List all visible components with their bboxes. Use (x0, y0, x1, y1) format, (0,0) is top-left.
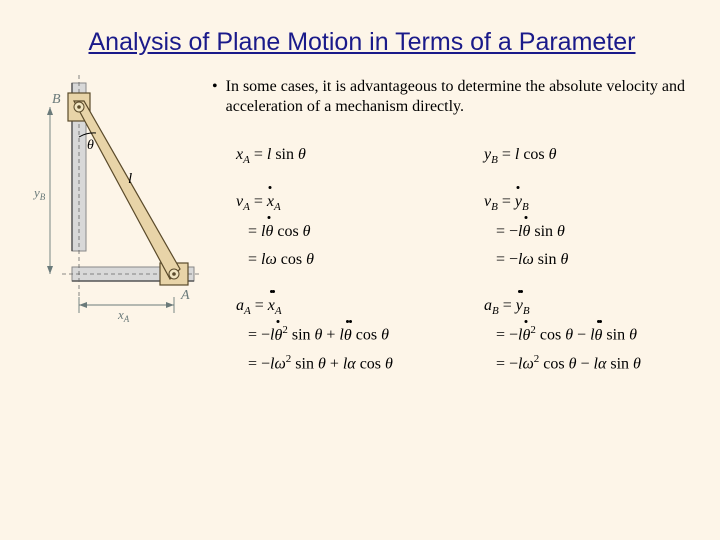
eq-ab-acceleration: aB = yB = −lθ2 cos θ − lθ sin θ = −lω2 c… (484, 292, 692, 378)
eq-aa-acceleration: aA = xA = −lθ2 sin θ + lθ cos θ = −lω2 s… (236, 292, 444, 378)
equation-column-b: yB = l cos θ vB = yB = −lθ sin θ = −lω s… (484, 141, 692, 396)
label-a: A (180, 288, 190, 303)
eq-va-velocity: vA = xA = lθ cos θ = lω cos θ (236, 188, 444, 273)
connecting-rod (74, 101, 180, 279)
text-column: • In some cases, it is advantageous to d… (212, 75, 692, 396)
label-yb: yB (32, 185, 46, 202)
label-theta: θ (87, 138, 94, 153)
bullet-text: In some cases, it is advantageous to det… (226, 77, 692, 117)
equation-column-a: xA = l sin θ vA = xA = lθ cos θ = lω cos… (236, 141, 444, 396)
eq-vb-velocity: vB = yB = −lθ sin θ = −lω sin θ (484, 188, 692, 273)
label-xa: xA (117, 307, 130, 324)
equations-wrapper: xA = l sin θ vA = xA = lθ cos θ = lω cos… (212, 135, 692, 396)
eq-yb-position: yB = l cos θ (484, 141, 692, 170)
bullet-item: • In some cases, it is advantageous to d… (212, 77, 692, 117)
slide-title: Analysis of Plane Motion in Terms of a P… (32, 28, 692, 57)
content-row: B A θ l yB xA • In some cases (32, 75, 692, 396)
eq-xa-position: xA = l sin θ (236, 141, 444, 170)
bullet-dot: • (212, 77, 218, 117)
slide: Analysis of Plane Motion in Terms of a P… (0, 0, 720, 540)
mechanism-diagram: B A θ l yB xA (32, 75, 200, 325)
label-l: l (128, 171, 132, 187)
diagram-svg: B A θ l yB xA (32, 75, 200, 325)
label-b: B (52, 92, 61, 107)
